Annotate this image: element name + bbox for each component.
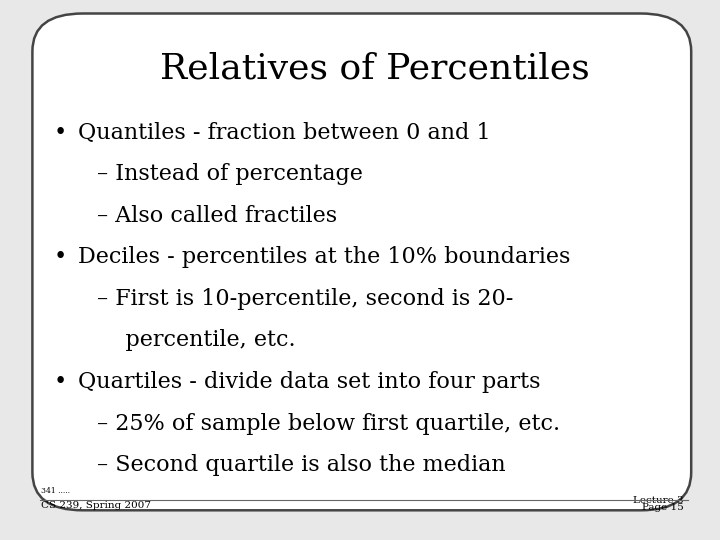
Text: Quartiles - divide data set into four parts: Quartiles - divide data set into four pa… — [78, 371, 540, 393]
Text: – Second quartile is also the median: – Second quartile is also the median — [97, 454, 506, 476]
Text: •: • — [54, 122, 67, 144]
Text: – Also called fractiles: – Also called fractiles — [97, 205, 338, 227]
Text: Page 15: Page 15 — [642, 503, 684, 512]
Text: – Instead of percentage: – Instead of percentage — [97, 163, 363, 185]
Text: •: • — [54, 371, 67, 393]
Text: percentile, etc.: percentile, etc. — [97, 329, 296, 352]
FancyBboxPatch shape — [32, 14, 691, 510]
Text: – First is 10-percentile, second is 20-: – First is 10-percentile, second is 20- — [97, 288, 513, 310]
Text: – 25% of sample below first quartile, etc.: – 25% of sample below first quartile, et… — [97, 413, 560, 435]
Text: Relatives of Percentiles: Relatives of Percentiles — [160, 51, 589, 85]
Text: •: • — [54, 246, 67, 268]
Text: Lecture 3: Lecture 3 — [634, 496, 684, 505]
Text: Quantiles - fraction between 0 and 1: Quantiles - fraction between 0 and 1 — [78, 122, 490, 144]
Text: Deciles - percentiles at the 10% boundaries: Deciles - percentiles at the 10% boundar… — [78, 246, 570, 268]
Text: 341 .....: 341 ..... — [41, 487, 70, 495]
Text: CS 239, Spring 2007: CS 239, Spring 2007 — [41, 501, 151, 510]
